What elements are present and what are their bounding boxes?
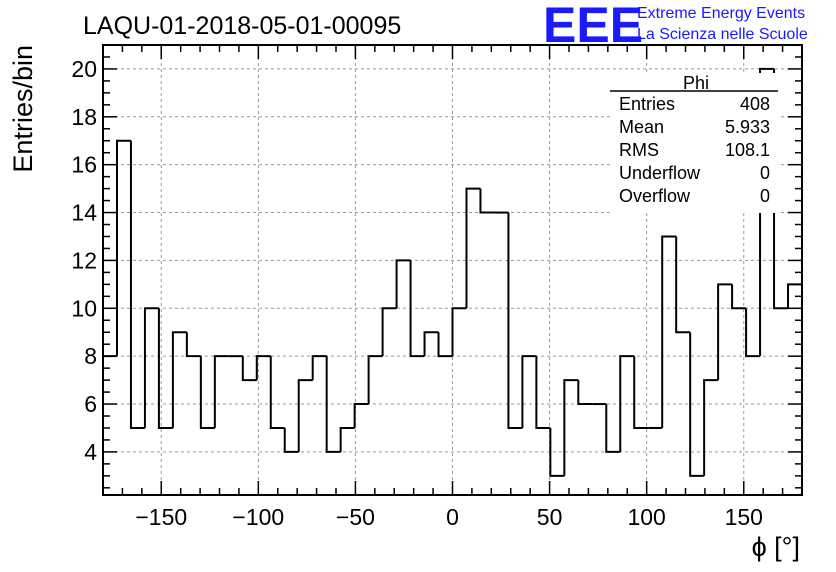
x-tick-label-3: 0 [446,504,459,530]
histogram-bin-25 [451,307,467,357]
stats-name: Phi [683,73,709,93]
stats-label-mean: Mean [619,117,664,137]
x-tick-label-2: −50 [336,504,375,530]
x-axis-label: ϕ [°] [752,532,800,562]
histogram-bin-10 [241,356,257,382]
histogram-bin-22 [409,260,425,358]
logo-line-1: Extreme Energy Events [637,5,805,22]
histogram-bin-27 [479,188,495,214]
y-tick-label-7: 18 [71,104,97,130]
chart-title: LAQU-01-2018-05-01-00095 [83,12,401,40]
histogram-bin-2 [129,140,145,429]
histogram-bin-8 [213,355,229,428]
histogram-bin-40 [661,235,677,428]
stats-box: Phi Entries 408 Mean 5.933 RMS 108.1 Underflow… [610,73,778,213]
stats-box-background [610,73,778,213]
y-tick-label-3: 10 [71,295,97,321]
histogram-bin-45 [731,284,747,310]
histogram-bin-1 [115,139,131,357]
y-tick-label-1: 6 [84,391,97,417]
histogram-bin-47 [759,67,775,357]
histogram-bin-21 [395,259,411,309]
histogram-bin-17 [339,426,355,452]
histogram-bin-13 [283,427,299,453]
x-tick-label-0: −150 [135,504,187,530]
y-tick-label-4: 12 [71,247,97,273]
axis-ticks [102,44,803,495]
histogram-bin-33 [563,379,579,476]
histogram-bin-16 [325,356,341,453]
histogram-bin-4 [157,308,173,429]
stats-value-mean: 5.933 [725,117,770,137]
y-tick-label-8: 20 [71,56,97,82]
histogram-bin-42 [689,332,705,477]
y-tick-labels: 4 6 8 10 12 14 16 18 20 [71,56,97,465]
histogram-bin-43 [703,379,719,476]
histogram-bin-37 [619,355,635,452]
stats-label-overflow: Overflow [619,186,691,206]
histogram-bin-11 [255,355,271,381]
x-tick-label-1: −100 [232,504,284,530]
x-tick-label-5: 100 [627,504,665,530]
histogram-bin-18 [353,403,369,428]
y-tick-label-5: 14 [71,200,97,226]
histogram-bin-19 [367,355,383,405]
stats-label-rms: RMS [619,140,659,160]
y-tick-label-2: 8 [84,343,97,369]
histogram-bin-0 [102,355,117,495]
x-tick-label-6: 150 [725,504,763,530]
stats-value-overflow: 0 [760,186,770,206]
histogram-bin-3 [143,307,159,428]
histogram-bin-46 [745,308,761,358]
histogram-bin-24 [437,332,453,358]
stats-value-underflow: 0 [760,163,770,183]
histogram-bin-29 [507,212,523,429]
histogram-bin-15 [311,355,327,381]
x-tick-labels: −150 −100 −50 0 50 100 150 [135,504,763,530]
histogram-bin-34 [577,380,593,406]
histogram-bin-31 [535,356,551,429]
logo-line-2: La Scienza nelle Scuole [637,26,808,43]
histogram-bin-26 [465,187,481,309]
histogram-bin-44 [717,283,733,381]
histogram-bin-23 [423,331,439,357]
histogram-bin-6 [185,332,201,358]
histogram-bin-38 [633,356,649,429]
y-tick-label-6: 16 [71,152,97,178]
stats-value-rms: 108.1 [725,140,770,160]
stats-label-underflow: Underflow [619,163,701,183]
histogram-bin-20 [381,307,397,357]
histogram-bin-32 [549,427,565,477]
x-tick-label-4: 50 [537,504,563,530]
y-tick-label-0: 4 [84,439,97,465]
stats-label-entries: Entries [619,94,675,114]
histogram-bin-30 [521,355,537,428]
histogram-bin-5 [171,331,187,428]
histogram-bin-7 [199,356,215,429]
stats-value-entries: 408 [740,94,770,114]
histogram-bin-36 [605,404,621,453]
histogram-bin-41 [675,236,691,334]
histogram-bin-12 [269,356,285,429]
y-axis-label: Entries/bin [8,45,38,173]
eee-logo: EEE Extreme Energy Events La Scienza nel… [543,0,808,53]
histogram-bin-14 [297,379,313,452]
